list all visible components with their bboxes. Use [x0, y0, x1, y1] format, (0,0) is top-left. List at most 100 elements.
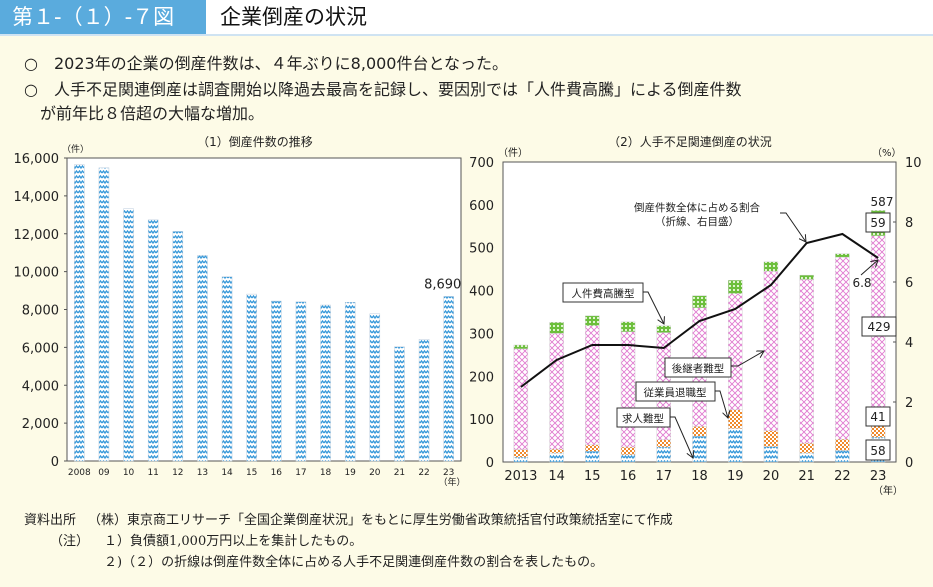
- figure-header: 第１-（１）-７図 企業倒産の状況: [0, 0, 933, 36]
- chart1-ylabel: （件）: [62, 143, 89, 155]
- chart1-xtick-label: 22: [418, 468, 429, 478]
- chart2-bar-segment-0: [513, 457, 529, 463]
- chart2-xtick-label: 15: [584, 469, 601, 484]
- chart1-bar: [74, 164, 85, 462]
- chart2-xtick-label: 21: [798, 469, 815, 484]
- chart2-ytick-label: 500: [469, 242, 494, 257]
- label-labor-cost: 人件費高騰型: [572, 287, 635, 300]
- label-green-2023: 59: [870, 216, 885, 230]
- chart1-bar: [172, 231, 184, 462]
- chart2-xtick-label: 19: [727, 469, 744, 484]
- chart2-ytick-label: 300: [469, 327, 494, 342]
- chart2-ytick-label: 0: [486, 456, 494, 471]
- chart2-bar-segment-0: [728, 428, 743, 463]
- chart2-bar-segment-0: [620, 454, 636, 463]
- chart1-xtick-label: 20: [369, 468, 381, 478]
- label-employee-retire: 従業員退職型: [644, 386, 707, 399]
- chart2-bar-segment-0: [692, 436, 707, 463]
- chart2-y2label: （%）: [872, 147, 902, 159]
- chart1-bar: [246, 293, 257, 462]
- label-orange-2023: 41: [870, 410, 885, 424]
- lead-line-1: ○ 2023年の企業の倒産件数は、４年ぶりに8,000件台となった。: [24, 54, 509, 73]
- figure-title: 企業倒産の状況: [220, 5, 367, 29]
- chart2-bar-segment-3: [549, 322, 564, 334]
- annotation-ratio-line: 倒産件数全体に占める割合 （折線、右目盛）: [634, 201, 806, 242]
- chart1-xtick-label: 14: [221, 468, 233, 478]
- chart1-xtick-label: 09: [98, 468, 110, 478]
- chart2-y2tick-label: 0: [905, 456, 913, 471]
- label-recruit: 求人難型: [622, 412, 664, 425]
- chart1-ytick-label: 10,000: [14, 266, 60, 281]
- chart1-xtick-label: 12: [172, 468, 183, 478]
- chart2-bar-segment-2: [549, 333, 564, 450]
- chart2-bar-segment-1: [656, 439, 671, 448]
- chart2-bar-segment-2: [835, 256, 850, 440]
- chart1-xtick-label: 19: [344, 468, 356, 478]
- chart2-bar-segment-1: [620, 446, 636, 455]
- chart2-bar-segment-3: [799, 274, 814, 280]
- chart2-bar-segment-1: [799, 442, 814, 454]
- label-line-2023: 6.8: [852, 276, 871, 290]
- chart2-bar-segment-2: [799, 279, 814, 444]
- chart1-xunit: （年）: [438, 476, 465, 488]
- chart1-xtick-label: 2008: [68, 468, 91, 478]
- chart2-bar-segment-1: [763, 430, 779, 447]
- chart2-bar-segment-3: [585, 315, 600, 326]
- chart2-bar-segment-3: [656, 325, 671, 333]
- chart2-bar-segment-2: [585, 325, 600, 446]
- chart2-bar-segment-3: [728, 280, 743, 294]
- chart1-bar: [147, 219, 159, 462]
- chart1-bar: [394, 346, 405, 462]
- chart2-ytick-label: 100: [469, 413, 494, 428]
- chart2-y2tick-label: 6: [905, 276, 913, 291]
- chart2-ytick-label: 200: [469, 370, 494, 385]
- chart2-bar-segment-0: [835, 450, 850, 463]
- chart2-xtick-label: 14: [548, 469, 565, 484]
- chart2-bar-segment-2: [763, 271, 779, 431]
- chart2-xtick-label: 2013: [504, 469, 537, 484]
- chart2-xtick-label: 22: [834, 469, 851, 484]
- source-label: 資料出所: [24, 513, 77, 528]
- chart2-xtick-label: 17: [655, 469, 672, 484]
- chart2-y2tick-label: 4: [905, 336, 913, 351]
- chart1-title: （1）倒産件数の推移: [197, 134, 313, 149]
- chart2-bar-segment-3: [620, 321, 636, 332]
- chart2-bar-segment-0: [585, 451, 600, 463]
- chart2-bar-segment-1: [728, 409, 743, 429]
- chart1-ytick-label: 8,000: [22, 304, 59, 319]
- annotation-ratio-label: 倒産件数全体に占める割合: [634, 201, 760, 214]
- chart1-ytick-label: 12,000: [14, 228, 60, 243]
- chart1-data-label: 8,690: [424, 277, 461, 292]
- chart2-bar-segment-1: [513, 449, 529, 458]
- chart1-ytick-label: 16,000: [14, 152, 60, 167]
- annotation-successor: 後継者難型: [664, 351, 764, 378]
- chart1-xtick-label: 18: [320, 468, 332, 478]
- chart1-bar: [98, 167, 110, 462]
- chart1-bar: [197, 255, 208, 462]
- chart2-bar-segment-0: [763, 446, 779, 463]
- chart1-ytick-label: 14,000: [14, 190, 60, 205]
- chart1-xtick-label: 11: [147, 468, 158, 478]
- chart2-bar-segment-3: [513, 344, 529, 350]
- chart2-bar-segment-0: [656, 446, 671, 463]
- chart2-bar-segment-2: [513, 348, 529, 450]
- chart2-xtick-label: 16: [620, 469, 637, 484]
- chart2-ytick-label: 700: [469, 156, 494, 171]
- chart1-bar: [295, 301, 307, 462]
- chart1-bar: [344, 301, 356, 462]
- chart2-ytick-label: 400: [469, 285, 494, 300]
- chart2-ratio-line: [520, 232, 879, 388]
- chart1-xtick-label: 15: [246, 468, 257, 478]
- chart2-title: （2）人手不足関連倒産の状況: [608, 134, 772, 149]
- chart2-bar-segment-1: [585, 444, 600, 452]
- annotation-ratio-sub: （折線、右目盛）: [655, 215, 739, 228]
- label-pink-2023: 429: [868, 320, 891, 334]
- lead-line-2: ○ 人手不足関連倒産は調査開始以降過去最高を記録し、要因別では「人件費高騰」によ…: [24, 80, 742, 99]
- chart2-bar-segment-3: [763, 261, 779, 272]
- chart2-y2tick-label: 10: [905, 156, 922, 171]
- label-total-2023: 587: [871, 195, 894, 209]
- chart1-xtick-label: 21: [394, 468, 405, 478]
- chart2-bar-segment-0: [799, 452, 814, 463]
- label-blue-2023: 58: [870, 444, 885, 458]
